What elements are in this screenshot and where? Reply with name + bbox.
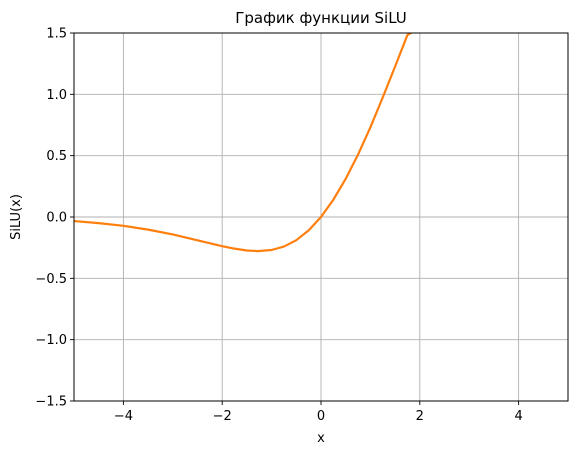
y-tick-label: −1.5 xyxy=(35,395,67,410)
y-tick-label: 1.0 xyxy=(46,88,67,103)
x-tick-label: 4 xyxy=(514,409,522,424)
series-layer xyxy=(74,33,413,253)
y-tick-label: 1.5 xyxy=(46,27,67,42)
y-axis-label: SiLU(x) xyxy=(9,194,24,240)
x-axis-label: x xyxy=(317,431,325,446)
x-tick-label: 0 xyxy=(317,409,325,424)
y-tick-label: −0.5 xyxy=(35,272,67,287)
y-tick-label: −1.0 xyxy=(35,333,67,348)
x-tick-label: 2 xyxy=(416,409,424,424)
x-tick-label: −2 xyxy=(213,409,232,424)
y-tick-label: 0.5 xyxy=(46,149,67,164)
y-tick-label: 0.0 xyxy=(46,211,67,226)
ticks-layer: −4 −2 0 2 4 −1.5 −1.0 −0.5 0.0 0.5 1.0 1.5 xyxy=(35,27,522,425)
chart-title: График функции SiLU xyxy=(235,9,407,27)
x-tick-label: −4 xyxy=(114,409,133,424)
silu-series-line xyxy=(74,33,413,253)
